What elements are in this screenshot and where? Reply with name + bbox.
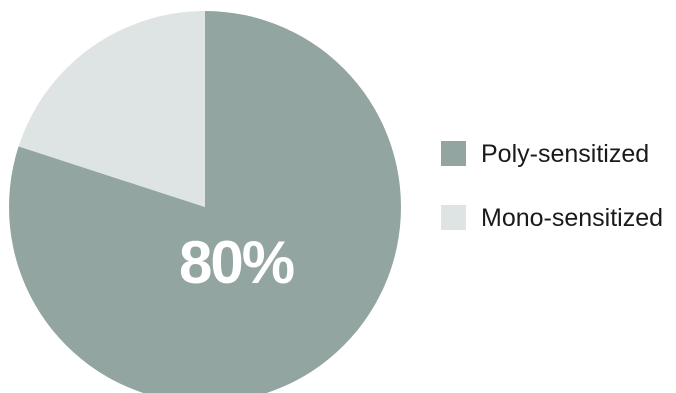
pie-slice-mono-sensitized [18,11,205,207]
legend: Poly-sensitized Mono-sensitized [441,140,663,232]
legend-label: Mono-sensitized [481,204,663,232]
legend-swatch [441,205,466,230]
slice-percentage-label: 80% [179,229,294,296]
pie-slices [9,11,401,393]
legend-item: Mono-sensitized [441,204,663,232]
pie-labels: 80% [179,229,296,296]
legend-label: Poly-sensitized [481,140,649,168]
legend-item: Poly-sensitized [441,140,649,168]
legend-swatch [441,141,466,166]
pie-slice-poly-sensitized [9,11,401,393]
